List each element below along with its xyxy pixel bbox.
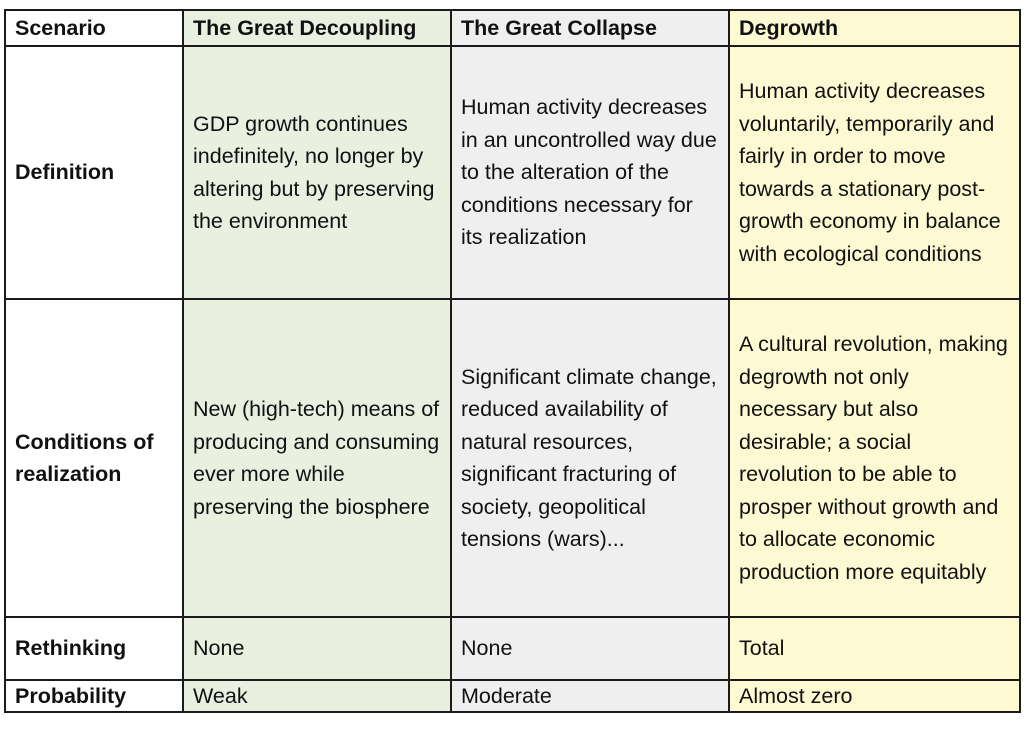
cell-conditions-decoupling: New (high-tech) means of producing and c… xyxy=(182,298,452,618)
cell-conditions-collapse: Significant climate change, reduced avai… xyxy=(450,298,730,618)
cell-probability-decoupling: Weak xyxy=(182,679,452,713)
table-row-conditions: Conditions of realization New (high-tech… xyxy=(4,298,1021,618)
cell-definition-collapse: Human activity decreases in an uncontrol… xyxy=(450,45,730,300)
cell-probability-degrowth: Almost zero xyxy=(728,679,1021,713)
table-row-rethinking: Rethinking None None Total xyxy=(4,616,1021,681)
cell-rethinking-collapse: None xyxy=(450,616,730,681)
header-scenario: Scenario xyxy=(4,9,184,47)
row-label-definition: Definition xyxy=(4,45,184,300)
cell-rethinking-degrowth: Total xyxy=(728,616,1021,681)
table-row-definition: Definition GDP growth continues indefini… xyxy=(4,45,1021,300)
scenario-comparison-table: Scenario The Great Decoupling The Great … xyxy=(4,9,1021,713)
row-label-conditions: Conditions of realization xyxy=(4,298,184,618)
header-degrowth: Degrowth xyxy=(728,9,1021,47)
row-label-probability: Probability xyxy=(4,679,184,713)
cell-definition-decoupling: GDP growth continues indefinitely, no lo… xyxy=(182,45,452,300)
cell-conditions-degrowth: A cultural revolution, making degrowth n… xyxy=(728,298,1021,618)
table-header-row: Scenario The Great Decoupling The Great … xyxy=(4,9,1021,47)
header-great-collapse: The Great Collapse xyxy=(450,9,730,47)
cell-rethinking-decoupling: None xyxy=(182,616,452,681)
row-label-rethinking: Rethinking xyxy=(4,616,184,681)
table-row-probability: Probability Weak Moderate Almost zero xyxy=(4,679,1021,713)
header-great-decoupling: The Great Decoupling xyxy=(182,9,452,47)
cell-definition-degrowth: Human activity decreases voluntarily, te… xyxy=(728,45,1021,300)
cell-probability-collapse: Moderate xyxy=(450,679,730,713)
